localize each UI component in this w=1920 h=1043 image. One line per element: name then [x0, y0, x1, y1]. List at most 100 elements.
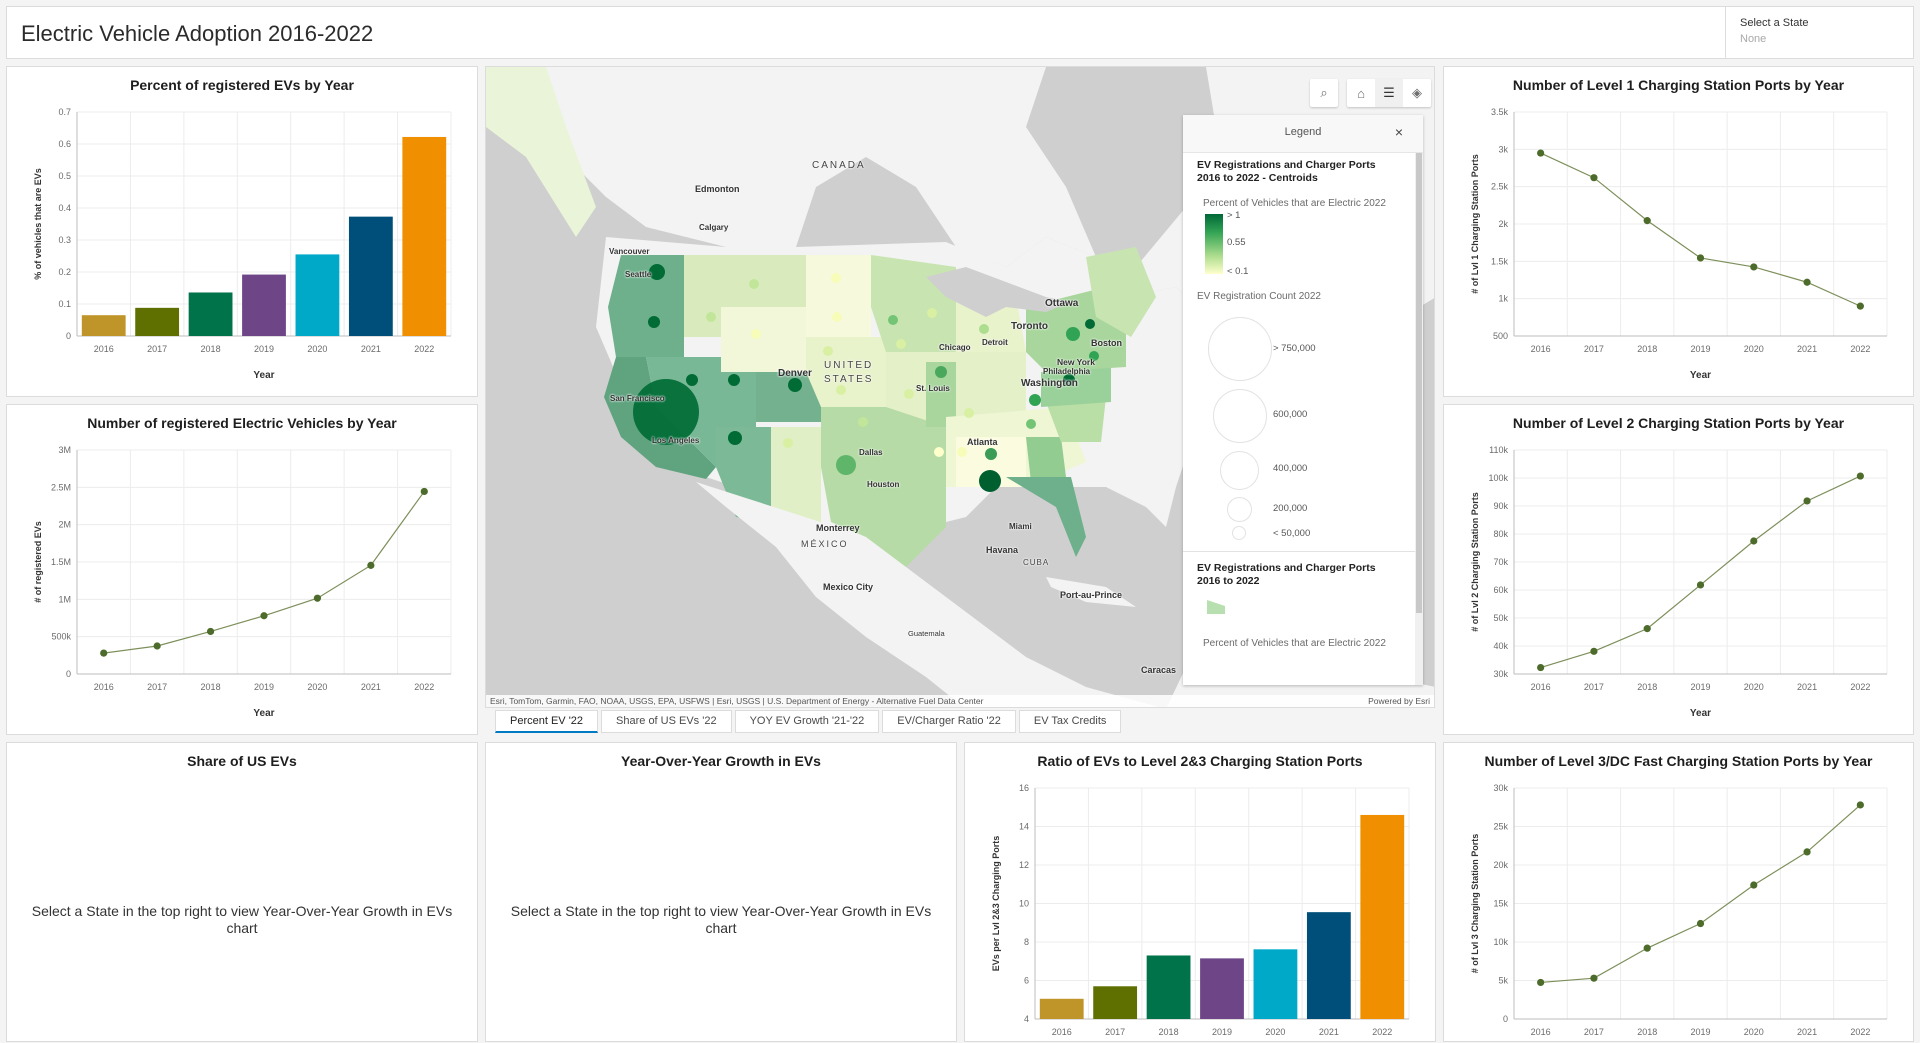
- home-button[interactable]: ⌂: [1347, 79, 1375, 107]
- data-point-2017: [153, 642, 161, 650]
- tab-ev-tax-credits[interactable]: EV Tax Credits: [1018, 710, 1122, 733]
- x-tick-label: 2022: [1850, 682, 1870, 692]
- ev-count-circle-wyoming: [751, 329, 761, 339]
- size-circle-small: [1227, 497, 1252, 522]
- scrollbar-thumb[interactable]: [1416, 153, 1422, 613]
- x-tick-label: 2019: [1690, 682, 1710, 692]
- y-tick-label: 0.5: [58, 171, 71, 181]
- data-point-2019: [260, 612, 268, 620]
- y-tick-label: 60k: [1493, 585, 1508, 595]
- y-tick-label: 8: [1024, 937, 1029, 947]
- legend-scrollbar[interactable]: [1415, 153, 1423, 685]
- map-label-boston: Boston: [1091, 338, 1122, 348]
- y-tick-label: 0.3: [58, 235, 71, 245]
- x-axis-title: Year: [253, 370, 274, 381]
- tab-share-us-evs[interactable]: Share of US EVs '22: [601, 710, 732, 733]
- search-button[interactable]: ⌕: [1310, 79, 1338, 107]
- data-point-2020: [1750, 881, 1758, 889]
- legend-list-icon: ☰: [1383, 85, 1395, 100]
- x-tick-label: 2018: [201, 682, 221, 692]
- x-tick-label: 2016: [94, 682, 114, 692]
- data-point-2022: [1856, 302, 1864, 310]
- x-tick-label: 2016: [1531, 1027, 1551, 1037]
- chart-panel-level3-ports: Number of Level 3/DC Fast Charging Stati…: [1443, 742, 1914, 1042]
- y-tick-label: 20k: [1493, 860, 1508, 870]
- y-tick-label: 14: [1019, 822, 1029, 832]
- legend-body[interactable]: EV Registrations and Charger Ports 2016 …: [1183, 153, 1415, 685]
- map-label-port-au-prince: Port-au-Prince: [1060, 590, 1123, 600]
- x-tick-label: 2021: [1797, 344, 1817, 354]
- series-line: [1540, 152, 1861, 307]
- x-tick-label: 2019: [254, 344, 274, 354]
- state-florida: [1006, 477, 1086, 557]
- powered-by-esri[interactable]: Powered by Esri: [1368, 696, 1430, 706]
- y-tick-label: 0.1: [58, 299, 71, 309]
- x-tick-label: 2016: [94, 344, 114, 354]
- bar-2022: [402, 136, 447, 336]
- y-tick-label: 16: [1019, 783, 1029, 793]
- map-label-philadelphia: Philadelphia: [1043, 367, 1091, 376]
- legend-layer1-title: EV Registrations and Charger Ports 2016 …: [1197, 159, 1376, 184]
- land-cuba: [1046, 577, 1136, 607]
- state-select-dropdown[interactable]: Select a State None: [1725, 7, 1913, 58]
- legend-close-button[interactable]: ×: [1394, 124, 1403, 140]
- y-tick-label: 0.4: [58, 203, 71, 213]
- series-line: [1540, 475, 1861, 669]
- bar-2021: [348, 216, 393, 336]
- map-tabs: Percent EV '22 Share of US EVs '22 YOY E…: [495, 710, 1122, 733]
- bar-2021: [1306, 912, 1351, 1019]
- y-axis-title: # of registered EVs: [33, 521, 43, 603]
- map-label-mexico-city: Mexico City: [823, 582, 874, 592]
- data-point-2017: [1590, 174, 1598, 182]
- legend-title: Legend: [1284, 126, 1322, 138]
- x-tick-label: 2017: [1105, 1027, 1125, 1037]
- y-tick-label: 3k: [1498, 144, 1508, 154]
- x-tick-label: 2020: [1744, 344, 1764, 354]
- ev-count-circle-missouri: [904, 389, 914, 399]
- color-ramp-bar: [1205, 214, 1223, 274]
- data-point-2021: [1803, 848, 1811, 856]
- map-label-ottawa: Ottawa: [1045, 298, 1079, 309]
- y-tick-label: 30k: [1493, 669, 1508, 679]
- ev-count-circle-kansas: [836, 385, 846, 395]
- map-label-houston: Houston: [867, 480, 900, 489]
- tab-yoy-ev-growth[interactable]: YOY EV Growth '21-'22: [734, 710, 880, 733]
- y-tick-label: 2.5k: [1491, 182, 1509, 192]
- ev-count-circle-georgia: [985, 448, 997, 460]
- x-tick-label: 2020: [307, 682, 327, 692]
- x-tick-label: 2018: [1637, 682, 1657, 692]
- x-tick-label: 2019: [1212, 1027, 1232, 1037]
- y-tick-label: 1k: [1498, 294, 1508, 304]
- state-wyoming: [721, 307, 806, 372]
- yoy-growth-panel: Year-Over-Year Growth in EVs Select a St…: [485, 742, 957, 1042]
- registered-evs-chart: 0 500k 1M 1.5M 2M 2.5M 3M 2016 2017 2018 2019 2020 2…: [33, 445, 452, 719]
- y-tick-label: 3M: [58, 445, 71, 455]
- map-label-havana: Havana: [986, 545, 1019, 555]
- y-tick-label: 110k: [1489, 445, 1508, 455]
- legend-divider: [1183, 551, 1415, 552]
- layers-button[interactable]: ◈: [1403, 79, 1431, 107]
- y-tick-label: 2k: [1498, 219, 1508, 229]
- y-tick-label: 1.5k: [1491, 256, 1509, 266]
- color-ramp-tick-mid: 0.55: [1227, 237, 1246, 248]
- bar-2019: [242, 274, 286, 336]
- ev-count-circle-vermont: [1085, 319, 1095, 329]
- chart-panel-registered-evs: Number of registered Electric Vehicles b…: [6, 404, 478, 735]
- legend-toggle-button[interactable]: ☰: [1375, 79, 1403, 107]
- map-label-mexico: MÉXICO: [801, 539, 849, 549]
- map-view[interactable]: CANADA Edmonton Calgary Vancouver Seattl…: [485, 66, 1435, 708]
- x-tick-label: 2021: [361, 344, 381, 354]
- map-label-canada: CANADA: [812, 160, 866, 171]
- y-tick-label: 12: [1019, 860, 1029, 870]
- size-circle-medium: [1220, 451, 1259, 490]
- share-us-evs-panel: Share of US EVs Select a State in the to…: [6, 742, 478, 1042]
- data-point-2016: [1537, 663, 1545, 672]
- tab-percent-ev[interactable]: Percent EV '22: [495, 710, 599, 733]
- state-texas-oklahoma: [821, 407, 946, 567]
- x-tick-label: 2017: [1584, 1027, 1604, 1037]
- size-circle-smallest: [1232, 526, 1246, 540]
- size-label-smallest: < 50,000: [1273, 528, 1311, 539]
- bar-2022: [1360, 814, 1405, 1019]
- map-label-united: UNITED: [824, 360, 874, 371]
- tab-ev-charger-ratio[interactable]: EV/Charger Ratio '22: [882, 710, 1016, 733]
